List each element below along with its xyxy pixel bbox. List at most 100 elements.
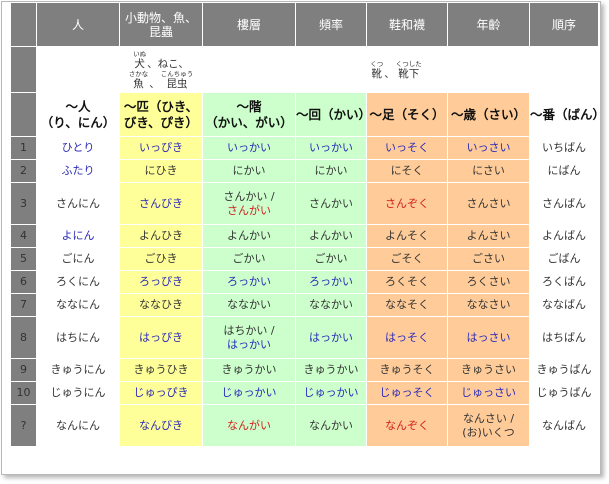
header-soku: 鞋和襪 <box>366 2 448 47</box>
ruby-reading: くつ <box>370 59 384 68</box>
cell-reading: きゅうかい <box>303 363 359 376</box>
cell-kai2: さんかい <box>295 182 367 225</box>
cell-sai: きゅうさい <box>447 358 530 382</box>
cell-ban: じゅうばん <box>529 381 599 405</box>
cell-kai2: きゅうかい <box>295 358 367 382</box>
ruby-base: 靴 <box>371 67 383 80</box>
cell-kai: じゅっかい <box>202 381 296 405</box>
cell-hito: ろくにん <box>36 270 120 294</box>
cell-reading: いっぴき <box>139 141 183 154</box>
table-row: 5 ごにん ごひき ごかい ごかい ごそく ごさい ごばん <box>10 247 599 271</box>
cell-reading: いちばん <box>542 141 586 154</box>
cell-reading: じゅっさい <box>461 386 516 399</box>
ruby-segment: 、 <box>384 61 395 80</box>
cell-kai2: ななかい <box>295 293 367 317</box>
ruby-reading: こんちゅう <box>160 69 194 78</box>
cell-soku: よんそく <box>366 224 448 248</box>
cell-reading: じゅっかい <box>303 386 359 399</box>
table-row: 1 ひとり いっぴき いっかい いっかい いっそく いっさい いちばん <box>10 136 599 160</box>
cell-reading: ろくそく <box>385 275 429 288</box>
cell-sai: ごさい <box>447 247 530 271</box>
cell-reading: ごかい <box>232 252 266 265</box>
cell-reading: きゅうそく <box>379 363 435 376</box>
ruby-segment: さかな魚 <box>129 70 149 90</box>
cell-reading: ごかい <box>314 252 348 265</box>
cell-reading: よんかい <box>309 229 353 242</box>
ruby-segment: くつした 靴下 <box>395 59 422 80</box>
ruby-reading: くつした <box>395 59 422 68</box>
cell-reading: はちかい / <box>223 323 275 337</box>
cell-kai2: よんかい <box>295 224 367 248</box>
cell-reading: じゅっかい <box>221 386 277 399</box>
cell-reading: ななさい <box>466 298 511 311</box>
table-row: 7 ななにん ななひき ななかい ななかい ななそく ななさい ななばん <box>10 293 599 317</box>
example-row-num <box>10 46 37 93</box>
cell-reading: ごばん <box>547 252 581 265</box>
cell-sai: いっさい <box>447 136 530 160</box>
cell-kai2: ろっかい <box>295 270 367 294</box>
ruby-reading <box>153 71 155 78</box>
cell-reading: ななそく <box>385 298 429 311</box>
cell-reading: ごひき <box>144 252 178 265</box>
cell-reading: じゅっそく <box>379 386 435 399</box>
cell-hiki: よんひき <box>119 224 203 248</box>
counter-row-num <box>10 92 37 137</box>
cell-reading: さんかい <box>309 196 353 210</box>
cell-reading: ななにん <box>56 298 100 311</box>
cell-ban: はちばん <box>529 316 599 359</box>
cell-reading: はっかい <box>309 330 353 344</box>
example-line: いぬ犬 、ねこ、 <box>121 50 202 70</box>
cell-reading: はっぴき <box>139 330 183 344</box>
cell-reading: よんひき <box>139 229 183 242</box>
ruby-base: 、 <box>149 77 160 90</box>
cell-kai: さんかい / さんがい <box>202 182 296 225</box>
header-kai: 樓層 <box>202 2 296 47</box>
cell-soku: ななそく <box>366 293 448 317</box>
cell-hiki: ななひき <box>119 293 203 317</box>
cell-reading: いっそく <box>385 141 429 154</box>
cell-reading: なんばん <box>542 418 586 432</box>
ruby-base: 犬 <box>134 57 145 70</box>
example-line: さかな魚 、こんちゅう 昆虫 <box>121 69 202 90</box>
header-num <box>10 2 37 47</box>
cell-reading: さんばん <box>542 196 586 210</box>
cell-reading: にばん <box>547 164 581 177</box>
cell-soku: いっそく <box>366 136 448 160</box>
cell-ban: さんばん <box>529 182 599 225</box>
cell-reading: よんかい <box>227 229 271 242</box>
cell-sai: さんさい <box>447 182 530 225</box>
counter-hiki: ～匹（ひき、 びき、ぴき） <box>119 92 203 137</box>
cell-hito: じゅうにん <box>36 381 120 405</box>
example-ban <box>529 46 599 93</box>
header-sai: 年齡 <box>447 2 530 47</box>
cell-sai: じゅっさい <box>447 381 530 405</box>
cell-reading: なんにん <box>56 418 100 432</box>
ruby-segment: いぬ犬 <box>133 50 146 70</box>
cell-kai2: なんかい <box>295 404 367 447</box>
example-soku: くつ靴 、くつした 靴下 <box>202 46 530 93</box>
cell-reading: さんかい / <box>223 189 275 203</box>
header-hiki: 小動物、魚、昆蟲 <box>119 2 203 47</box>
cell-hito: ななにん <box>36 293 120 317</box>
ruby-base: 魚 <box>133 77 144 90</box>
cell-hiki: はっぴき <box>119 316 203 359</box>
cell-reading: いっさい <box>466 141 511 154</box>
cell-reading: はっさい <box>466 330 511 344</box>
cell-kai: はちかい / はっかい <box>202 316 296 359</box>
cell-reading: ななひき <box>139 298 183 311</box>
cell-sai: よんさい <box>447 224 530 248</box>
cell-reading: いっかい <box>227 141 271 154</box>
cell-soku: じゅっそく <box>366 381 448 405</box>
row-number: ? <box>10 404 37 447</box>
cell-reading: なんびき <box>139 418 183 432</box>
cell-ban: よんばん <box>529 224 599 248</box>
cell-reading: なんさい / <box>462 411 515 425</box>
counter-kai2: ～回（かい） <box>295 92 367 137</box>
cell-reading: なんぞく <box>385 418 429 432</box>
row-number: 10 <box>10 381 37 405</box>
cell-ban: ろくばん <box>529 270 599 294</box>
cell-hiki: じゅっぴき <box>119 381 203 405</box>
cell-reading: はちばん <box>542 330 586 344</box>
cell-reading: さんびき <box>139 196 183 210</box>
table-row: 2 ふたり にひき にかい にかい にそく にさい にばん <box>10 159 599 183</box>
